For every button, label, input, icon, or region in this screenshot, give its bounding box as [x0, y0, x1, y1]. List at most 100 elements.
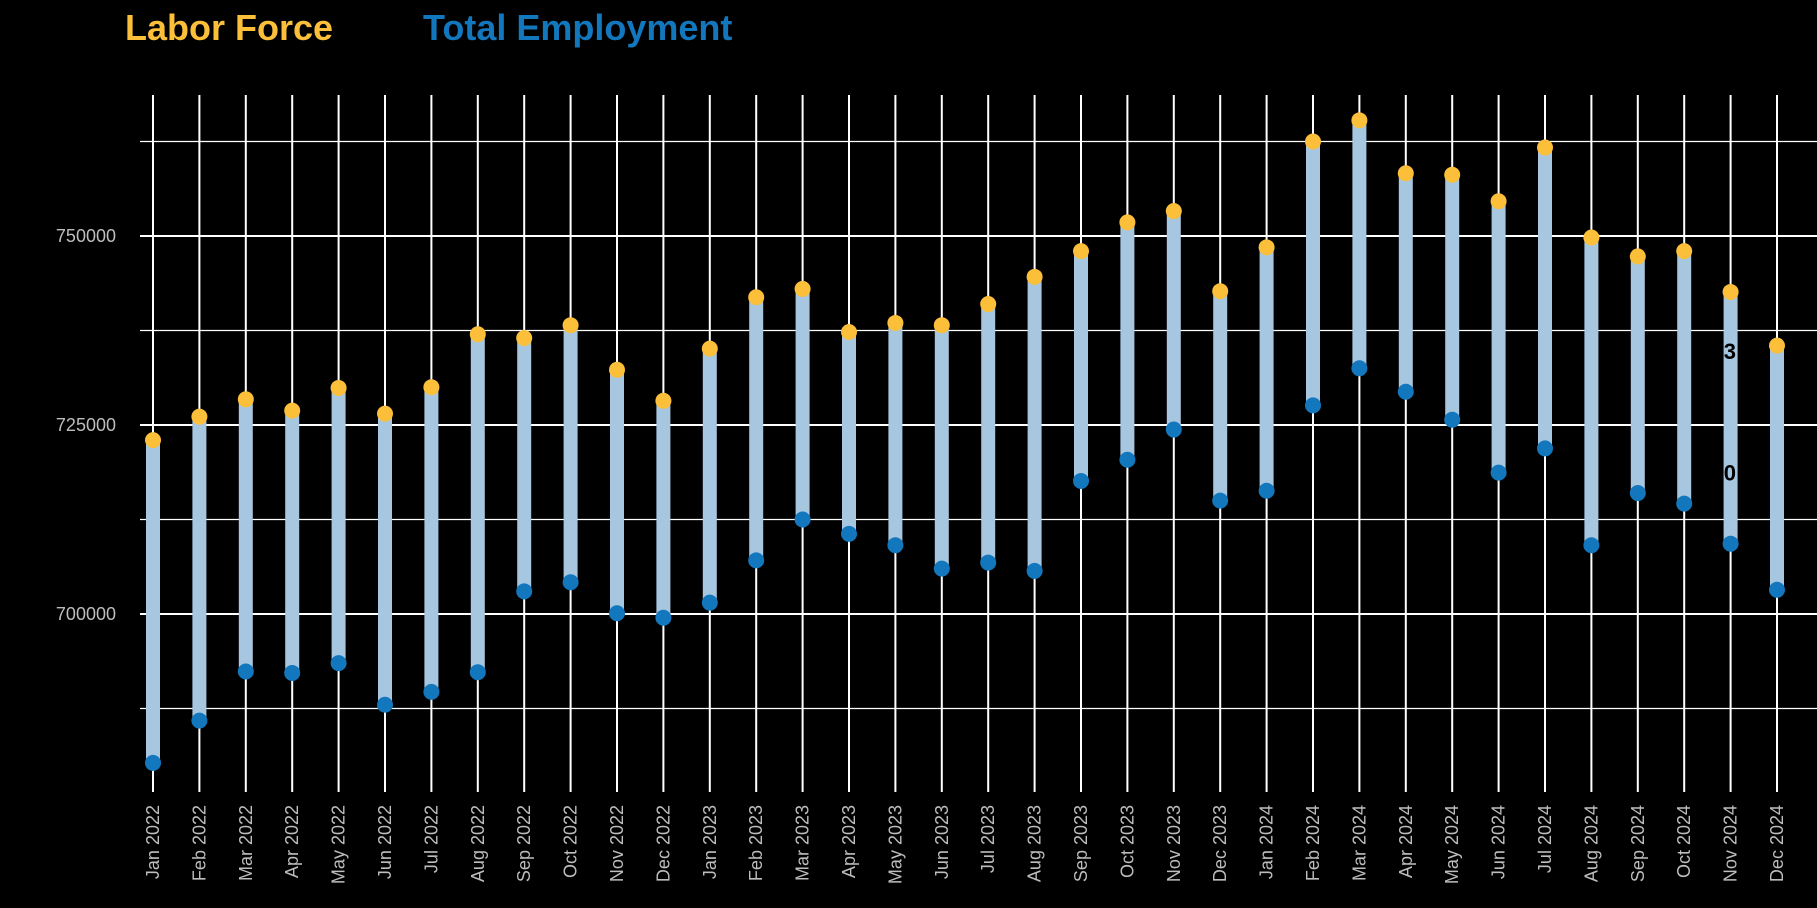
x-tick-label: Jul 2022: [421, 805, 441, 873]
range-bar: [517, 338, 532, 592]
legend: Labor Force Total Employment: [125, 4, 732, 52]
range-bar: [749, 297, 764, 561]
employment-point: [1676, 495, 1693, 512]
x-tick-label: May 2023: [885, 805, 905, 884]
y-tick-label: 750000: [56, 226, 116, 246]
labor-force-point: [1769, 337, 1785, 354]
labor-force-point: [423, 379, 440, 396]
range-bar: [331, 387, 346, 664]
employment-point: [330, 655, 347, 672]
labor-force-point: [1537, 139, 1553, 156]
employment-point: [1119, 451, 1136, 468]
x-tick-label: Aug 2024: [1581, 805, 1601, 882]
x-tick-label: Jul 2023: [978, 805, 998, 873]
range-bar: [424, 387, 439, 692]
legend-total-employment: Total Employment: [423, 7, 733, 48]
range-bars: [146, 120, 1784, 763]
y-tick-label: 725000: [56, 415, 116, 435]
x-tick-label: Oct 2024: [1674, 805, 1694, 878]
x-tick-label: Mar 2023: [793, 805, 813, 881]
labor-force-point: [1305, 133, 1321, 150]
employment-point: [701, 594, 718, 611]
x-tick-label: Jan 2023: [700, 805, 720, 879]
range-bar: [1770, 345, 1784, 590]
x-tick-label: Apr 2022: [282, 805, 302, 878]
range-bar: [1259, 247, 1274, 491]
employment-point: [1583, 537, 1600, 554]
x-tick-label: Dec 2024: [1767, 805, 1787, 882]
x-tick-label: Sep 2022: [514, 805, 534, 882]
range-bar: [1491, 201, 1506, 473]
x-tick-label: Nov 2024: [1721, 805, 1741, 882]
x-tick-label: Sep 2023: [1071, 805, 1091, 882]
labor-force-point: [748, 289, 765, 306]
employment-point: [1165, 421, 1182, 438]
labor-force-point: [841, 324, 857, 341]
labor-force-point: [1026, 268, 1043, 285]
x-tick-label: May 2024: [1442, 805, 1462, 884]
employment-point: [1444, 411, 1461, 428]
range-bar: [1352, 120, 1367, 369]
employment-point: [284, 664, 301, 681]
labor-force-point: [1165, 203, 1182, 220]
x-tick-label: Jul 2024: [1535, 805, 1555, 873]
range-bar: [146, 440, 160, 763]
x-tick-label: Mar 2022: [236, 805, 256, 881]
range-bar: [1074, 251, 1088, 481]
labor-force-point: [1583, 229, 1600, 246]
x-tick-label: Dec 2022: [653, 805, 673, 882]
labor-force-point: [284, 402, 301, 419]
employment-point: [1490, 464, 1507, 481]
x-tick-label: Feb 2022: [189, 805, 209, 881]
x-tick-label: Jun 2022: [375, 805, 395, 879]
employment-point: [1026, 562, 1043, 579]
range-bar: [192, 416, 207, 721]
annotation-label: 0: [1724, 461, 1736, 486]
labor-force-point: [1119, 214, 1136, 231]
employment-point: [1351, 360, 1368, 377]
employment-point: [237, 663, 254, 680]
labor-force-point: [609, 361, 625, 378]
x-tick-label: Jun 2023: [932, 805, 952, 879]
labor-force-point: [330, 379, 347, 396]
labor-force-point: [1722, 283, 1739, 300]
range-bar: [842, 332, 856, 534]
range-bar: [1166, 211, 1181, 430]
x-axis-ticks: Jan 2022 Feb 2022 Mar 2022 Apr 2022 May 2022…: [143, 805, 1787, 884]
labor-force-point: [1073, 243, 1089, 260]
labor-force-point: [794, 280, 811, 297]
employment-point: [1305, 397, 1321, 414]
range-bar: [563, 325, 578, 583]
range-bar: [1306, 141, 1320, 406]
employment-point: [1073, 472, 1089, 489]
range-bar: [1723, 291, 1738, 544]
range-bar: [470, 334, 485, 673]
range-bar: [656, 400, 671, 618]
range-bar: [1027, 276, 1042, 571]
employment-point: [794, 511, 811, 528]
range-bar: [1213, 291, 1228, 501]
range-bar: [1398, 173, 1413, 392]
labor-force-point: [701, 340, 718, 357]
labor-force-point: [1444, 166, 1461, 183]
employment-point: [1629, 485, 1646, 502]
employment-point: [841, 525, 857, 542]
labor-force-point: [469, 326, 486, 343]
employment-point: [562, 574, 579, 591]
range-bar: [888, 322, 903, 546]
range-bar: [795, 288, 810, 520]
employment-point: [469, 664, 486, 681]
range-bar: [1677, 251, 1692, 504]
range-bar: [238, 399, 253, 672]
x-tick-label: Jun 2024: [1489, 805, 1509, 879]
employment-point: [516, 583, 533, 600]
labor-force-point: [1351, 112, 1368, 129]
employment-point: [887, 537, 904, 554]
labor-force-point: [237, 391, 254, 408]
labor-force-point: [516, 330, 533, 347]
labor-force-point: [377, 405, 393, 422]
employment-point: [748, 552, 765, 569]
x-tick-label: Jan 2024: [1257, 805, 1277, 879]
labor-force-points: [145, 112, 1785, 449]
